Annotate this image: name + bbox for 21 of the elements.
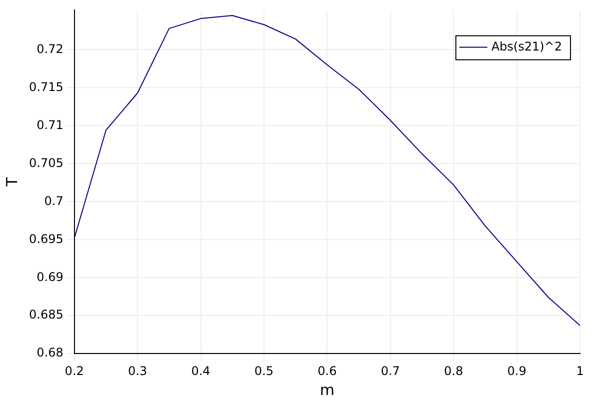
- y-tick-label: 0.71: [36, 118, 64, 132]
- y-tick-label: 0.705: [28, 156, 64, 170]
- x-tick-label: 0.7: [380, 364, 400, 378]
- y-tick-label: 0.715: [28, 80, 64, 94]
- x-tick-label: 0.3: [128, 364, 148, 378]
- y-tick-label: 0.69: [36, 270, 64, 284]
- x-axis-title: m: [320, 380, 334, 399]
- x-tick-label: 0.6: [318, 364, 337, 378]
- y-tick-label: 0.695: [28, 232, 64, 246]
- x-tick-label: 0.9: [507, 364, 526, 378]
- legend-label: Abs(s21)^2: [491, 39, 562, 54]
- x-tick-label: 0.2: [64, 364, 84, 378]
- x-tick-label: 0.8: [444, 364, 464, 378]
- y-tick-label: 0.68: [36, 346, 64, 360]
- y-tick-label: 0.685: [28, 308, 64, 322]
- x-tick-label: 0.5: [254, 364, 274, 378]
- y-axis-title: T: [2, 176, 21, 188]
- y-tick-label: 0.72: [36, 42, 64, 56]
- y-tick-label: 0.7: [44, 194, 64, 208]
- x-tick-label: 0.4: [191, 364, 210, 378]
- x-tick-label: 1: [576, 364, 584, 378]
